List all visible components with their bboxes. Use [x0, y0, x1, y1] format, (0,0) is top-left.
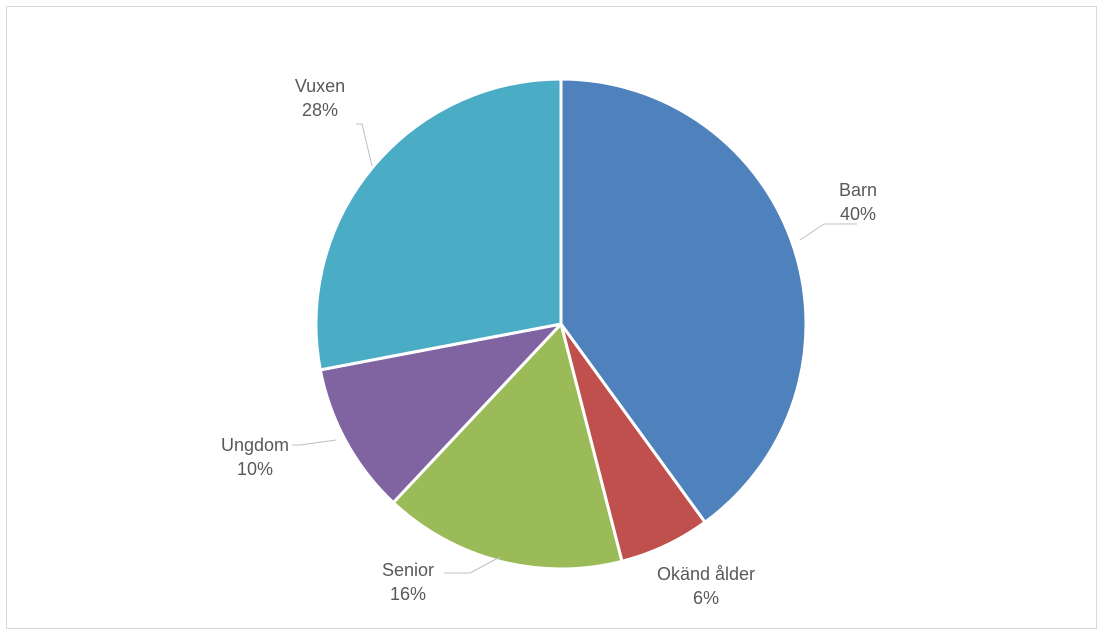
slice-label-barn: Barn 40%	[839, 180, 877, 224]
slice-category-barn: Barn	[839, 180, 877, 200]
slice-label-vuxen: Vuxen 28%	[295, 76, 345, 120]
slice-percent-barn: 40%	[840, 204, 876, 224]
leader-line-senior	[444, 556, 501, 574]
leader-line-barn	[799, 223, 857, 241]
pie-slice-barn	[559, 77, 808, 524]
slice-percent-okand-alder: 6%	[693, 588, 719, 608]
labels-layer: Barn 40% Okänd ålder 6% Senior 16% Ungdom 10% Vu…	[221, 76, 877, 608]
pie-slice-vuxen	[314, 77, 563, 372]
slices-layer	[314, 77, 808, 571]
pie-slice-senior	[391, 322, 624, 571]
pie-slice-ungdom	[318, 322, 563, 505]
slice-category-okand-alder: Okänd ålder	[657, 564, 755, 584]
slice-label-senior: Senior 16%	[382, 560, 434, 604]
slice-percent-vuxen: 28%	[302, 100, 338, 120]
slice-label-ungdom: Ungdom 10%	[221, 435, 289, 479]
leader-line-ungdom	[292, 439, 337, 446]
slice-category-vuxen: Vuxen	[295, 76, 345, 96]
slice-label-okand-alder: Okänd ålder 6%	[657, 564, 755, 608]
slice-category-ungdom: Ungdom	[221, 435, 289, 455]
leaders-layer	[292, 123, 857, 574]
slice-percent-ungdom: 10%	[237, 459, 273, 479]
slice-category-senior: Senior	[382, 560, 434, 580]
slice-percent-senior: 16%	[390, 584, 426, 604]
leader-line-vuxen	[356, 123, 373, 167]
